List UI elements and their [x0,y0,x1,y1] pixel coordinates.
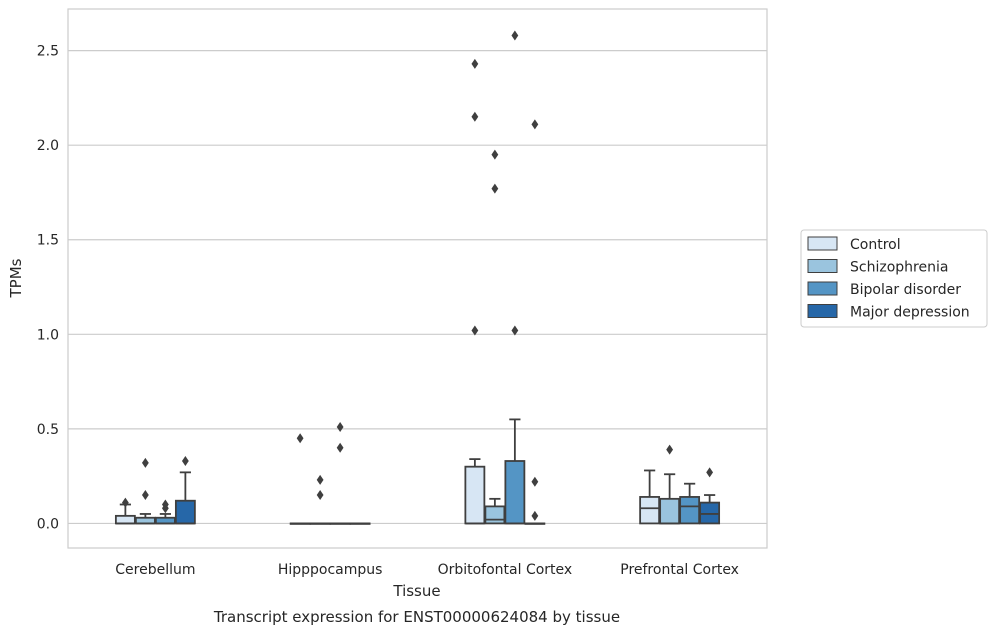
outlier-point [531,119,539,130]
chart-title: Transcript expression for ENST0000062408… [213,608,620,626]
y-tick-label: 1.0 [37,327,59,343]
outlier-point [511,30,519,41]
outlier-point [336,442,344,453]
box-body [464,465,486,525]
x-axis-label: Tissue [392,582,440,600]
legend-swatch [807,304,838,318]
outlier-point [161,499,169,510]
outlier-point [296,433,304,444]
legend-frame [800,229,988,328]
outlier-point [121,497,129,508]
outlier-point [706,467,714,478]
y-axis-label: TPMs [7,258,25,298]
box-body [114,514,136,525]
x-tick-label: Prefrontal Cortex [620,562,739,578]
outlier-point [511,325,519,336]
box [174,456,196,525]
box-body [174,499,196,525]
legend-label: Major depression [850,305,970,321]
box-body [639,496,661,525]
outlier-point [666,444,674,455]
box [114,497,136,525]
outlier-point [316,490,324,501]
plot-area [68,9,767,548]
x-tick-label: Hipppocampus [278,562,383,578]
x-tick-label: Cerebellum [115,562,195,578]
outlier-point [531,476,539,487]
outlier-point [181,456,189,467]
outlier-point [471,111,479,122]
x-tick-label: Orbitofontal Cortex [438,562,573,578]
box [464,58,486,525]
y-tick-labels: 0.0 0.5 1.0 1.5 2.0 2.5 [37,44,59,533]
y-tick-label: 0.5 [37,422,59,438]
box-body [699,501,721,525]
y-tick-label: 1.5 [37,233,59,249]
box-body [484,505,506,525]
box-body [679,496,701,525]
outlier-point [471,58,479,69]
plot-frame [67,8,768,549]
box [329,421,351,525]
outlier-point [471,325,479,336]
y-tick-label: 2.0 [37,138,59,154]
outlier-point [531,510,539,521]
box [154,499,176,525]
x-tick-labels: Cerebellum Hipppocampus Orbitofontal Corte… [115,562,739,578]
box [639,469,661,525]
outlier-point [316,474,324,485]
box [484,149,506,525]
box [309,474,331,525]
legend-label: Control [850,237,901,253]
box-body [659,497,681,525]
box [679,482,701,525]
legend-label: Schizophrenia [850,260,948,276]
box [134,457,156,525]
legend-swatch [807,236,838,251]
legend-label: Bipolar disorder [850,282,961,298]
outlier-point [491,149,499,160]
box [659,444,681,525]
legend-swatch [807,281,838,296]
outlier-point [141,457,149,468]
y-tick-label: 0.0 [37,516,59,532]
box [349,522,371,525]
y-tick-label: 2.5 [37,44,59,60]
legend-swatch [807,259,838,273]
outlier-point [491,183,499,194]
box-plots [114,30,721,525]
outlier-point [336,421,344,432]
outlier-point [141,490,149,501]
box [524,119,546,525]
box-body [504,460,526,525]
box [699,467,721,525]
box [504,30,526,525]
legend: Control Schizophrenia Bipolar disorder Majo… [800,229,988,328]
box [289,433,311,525]
